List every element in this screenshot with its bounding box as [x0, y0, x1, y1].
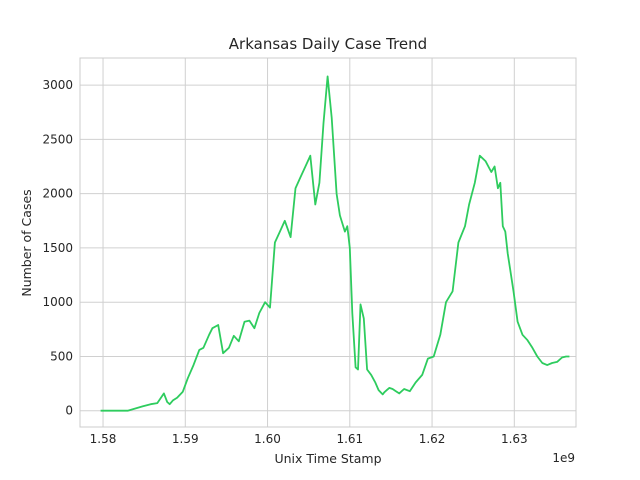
y-tick-label: 3000: [42, 78, 73, 92]
grid: [80, 58, 576, 427]
x-axis-offset-label: 1e9: [552, 451, 575, 465]
x-tick-label: 1.59: [172, 432, 199, 446]
y-tick-label: 500: [50, 349, 73, 363]
y-tick-label: 1500: [42, 241, 73, 255]
plot-frame: [79, 57, 577, 428]
y-tick-labels: 0 500 1000 1500 2000 2500 3000: [42, 78, 73, 418]
y-tick-label: 1000: [42, 295, 73, 309]
series-line: [100, 75, 570, 412]
x-tick-label: 1.60: [254, 432, 281, 446]
x-tick-labels: 1.58 1.59 1.60 1.61 1.62 1.63: [90, 432, 528, 446]
y-tick-label: 2000: [42, 187, 73, 201]
x-tick-label: 1.58: [90, 432, 117, 446]
x-axis-label: Unix Time Stamp: [274, 451, 381, 466]
x-tick-label: 1.63: [501, 432, 528, 446]
x-tick-label: 1.61: [336, 432, 363, 446]
series-layer: [100, 75, 570, 412]
chart-title: Arkansas Daily Case Trend: [229, 35, 427, 53]
y-tick-label: 2500: [42, 132, 73, 146]
y-axis-label: Number of Cases: [19, 189, 34, 296]
y-tick-label: 0: [65, 404, 73, 418]
x-tick-label: 1.62: [419, 432, 446, 446]
